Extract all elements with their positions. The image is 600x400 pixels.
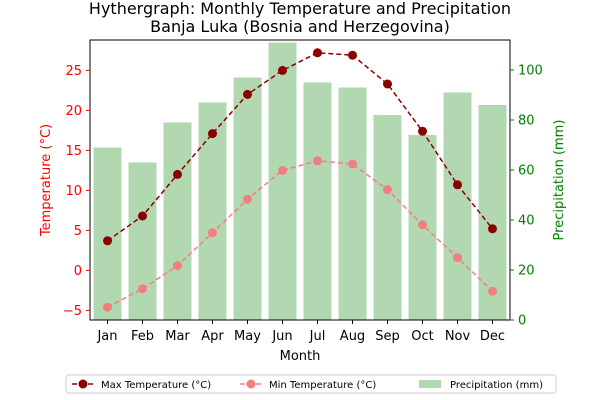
precipitation-bars: [93, 42, 507, 320]
temp-tick-label-10: 10: [65, 184, 82, 199]
max-temp-point-nov: [453, 180, 462, 190]
min-temp-point-apr: [208, 228, 217, 238]
precipitation-axis: 0 20 40 60 80 100: [510, 64, 543, 329]
temp-tick-label-5: 5: [74, 224, 82, 239]
temp-tick-label-0: 0: [74, 264, 82, 279]
min-temp-point-jan: [103, 302, 112, 312]
max-temp-point-may: [243, 89, 252, 99]
precip-bar-jun: [268, 42, 297, 320]
max-temp-point-jun: [278, 65, 287, 75]
x-tick-label-jun: Jun: [271, 329, 292, 344]
min-temp-point-jul: [313, 156, 322, 166]
max-temp-point-feb: [138, 211, 147, 221]
temp-tick-label-25: 25: [65, 64, 82, 79]
x-axis-title: Month: [280, 349, 321, 364]
min-temp-line: [107, 160, 494, 308]
precip-bar-feb: [128, 162, 157, 320]
x-tick-label-oct: Oct: [411, 329, 433, 344]
min-temp-point-aug: [348, 159, 357, 169]
chart-subtitle: Banja Luka (Bosnia and Herzegovina): [150, 17, 450, 36]
x-tick-label-may: May: [234, 329, 261, 344]
precip-tick-label-20: 20: [518, 264, 535, 279]
max-temp-point-oct: [418, 126, 427, 136]
y-right-axis-title: Precipitation (mm): [552, 120, 567, 241]
max-temp-point-jul: [313, 48, 322, 58]
precip-tick-label-80: 80: [518, 114, 535, 129]
y-left-axis-title: Temperature (°C): [39, 124, 54, 237]
x-tick-label-jul: Jul: [309, 329, 326, 344]
max-temp-line: [107, 52, 494, 242]
min-temp-point-jun: [278, 165, 287, 175]
temp-tick-label-15: 15: [65, 144, 82, 159]
temp-tick-label--5: −5: [63, 304, 82, 319]
precip-bar-nov: [443, 92, 472, 320]
min-temp-point-dec: [488, 286, 497, 296]
min-temp-point-mar: [173, 261, 182, 271]
legend-marker-min: [246, 379, 256, 389]
x-tick-label-feb: Feb: [131, 329, 154, 344]
min-temp-point-feb: [138, 284, 147, 294]
precip-bar-sep: [373, 115, 402, 320]
x-tick-label-jan: Jan: [96, 329, 117, 344]
x-tick-label-mar: Mar: [165, 329, 190, 344]
legend-label-min: Min Temperature (°C): [269, 380, 376, 391]
legend-frame: [65, 374, 557, 394]
plot-frame: [89, 39, 511, 321]
temperature-axis: −5 0 5 10 15 20 25: [63, 64, 90, 319]
legend-marker-max: [78, 379, 88, 389]
precip-tick-label-0: 0: [518, 314, 526, 329]
max-temp-point-aug: [348, 50, 357, 60]
precip-bar-mar: [163, 122, 192, 320]
max-temp-point-dec: [488, 224, 497, 234]
precip-bar-jul: [303, 82, 332, 320]
x-tick-label-aug: Aug: [340, 329, 365, 344]
legend-label-precip: Precipitation (mm): [450, 380, 543, 391]
legend-swatch-precip: [419, 380, 441, 388]
x-tick-label-sep: Sep: [375, 329, 400, 344]
legend: Max Temperature (°C) Min Temperature (°C…: [65, 374, 557, 394]
x-tick-label-apr: Apr: [201, 329, 224, 344]
x-tick-label-dec: Dec: [480, 329, 505, 344]
max-temp-point-jan: [103, 236, 112, 246]
legend-label-max: Max Temperature (°C): [101, 380, 211, 391]
precip-bar-apr: [198, 102, 227, 320]
min-temp-point-oct: [418, 220, 427, 230]
max-temp-point-apr: [208, 129, 217, 139]
precip-tick-label-60: 60: [518, 164, 535, 179]
precip-bar-dec: [478, 105, 507, 320]
max-temp-point-mar: [173, 169, 182, 179]
max-temp-point-sep: [383, 79, 392, 89]
temp-tick-label-20: 20: [65, 104, 82, 119]
min-temp-point-nov: [453, 253, 462, 263]
chart-title: Hythergraph: Monthly Temperature and Pre…: [89, 0, 511, 18]
temperature-lines: [103, 48, 497, 312]
precip-tick-label-40: 40: [518, 214, 535, 229]
min-temp-point-may: [243, 194, 252, 204]
precip-bar-aug: [338, 87, 367, 320]
x-axis: Jan Feb Mar Apr May Jun Jul Aug Sep Oct Nov Dec: [96, 320, 505, 344]
min-temp-point-sep: [383, 185, 392, 195]
x-tick-label-nov: Nov: [445, 329, 471, 344]
precip-tick-label-100: 100: [518, 64, 543, 79]
